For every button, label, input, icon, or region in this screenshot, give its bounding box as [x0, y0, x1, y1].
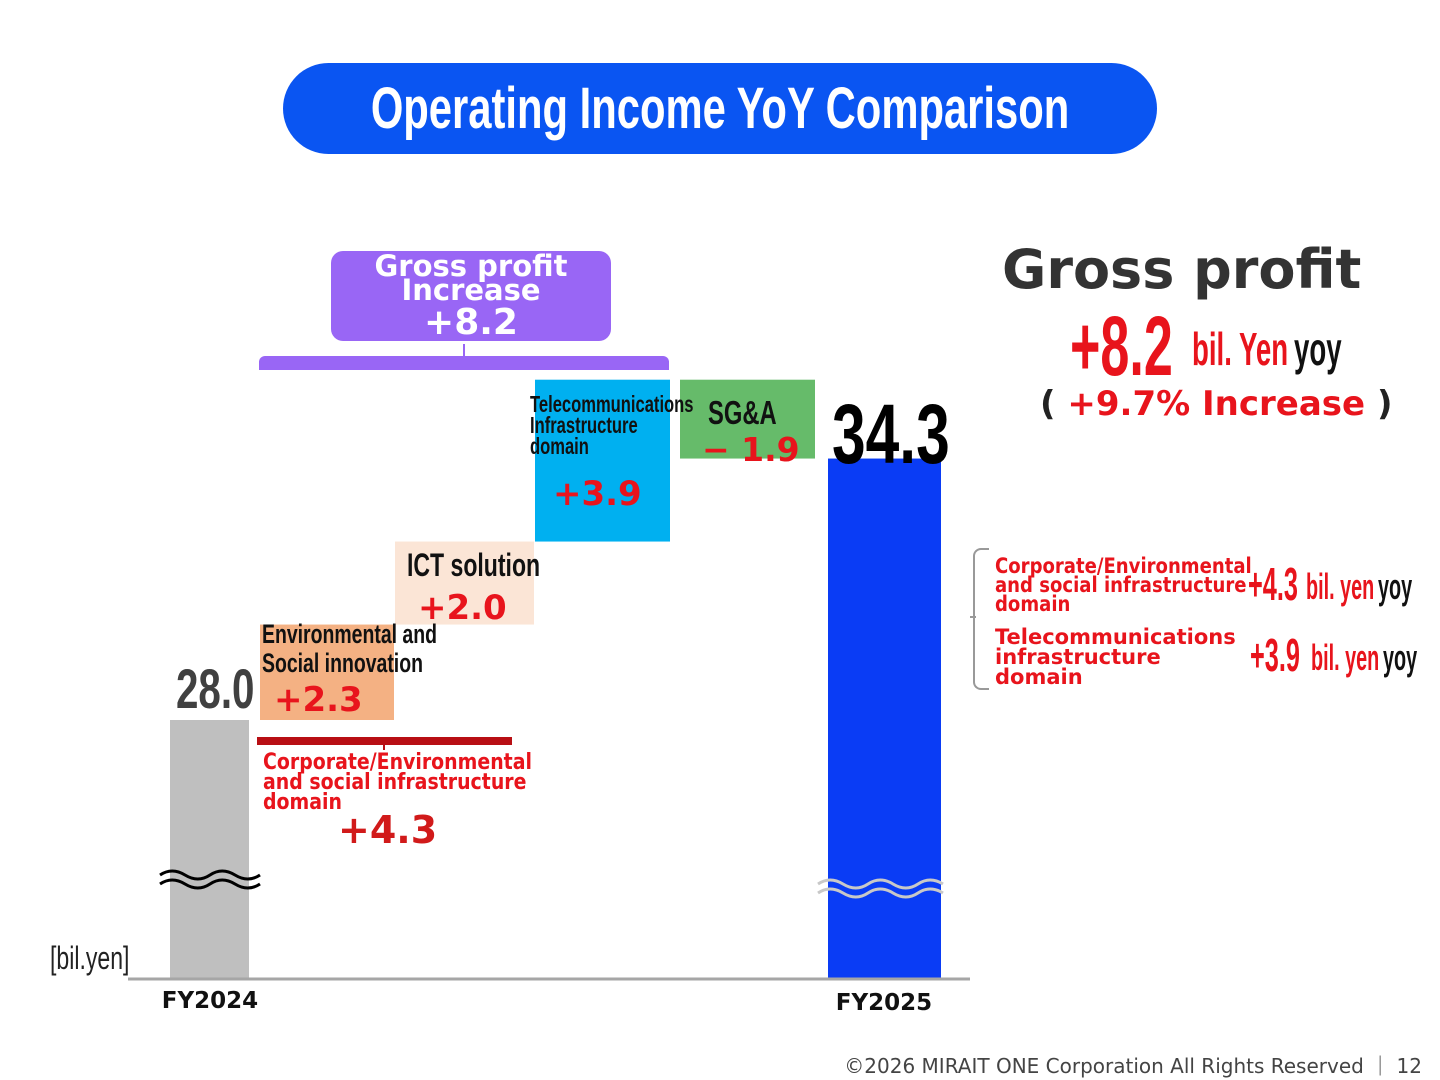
data-label-ict: +2.0	[418, 588, 507, 628]
gross-profit-bracket-tick	[463, 344, 465, 358]
step-label-telecom: Telecommunications Infrastructure domain	[530, 391, 694, 459]
bar-telecom	[535, 379, 670, 542]
gross-profit-bracket	[259, 356, 669, 370]
data-label-fy2025: 34.3	[832, 387, 950, 481]
gross-profit-box-label: Gross profit	[374, 249, 568, 283]
corporate-domain-bracket	[257, 737, 512, 745]
axis-break-left	[159, 869, 261, 890]
step-label-ict: ICT solution	[407, 547, 541, 583]
breakdown-brace-tick	[970, 616, 976, 618]
gross-profit-value: +8.2	[1070, 299, 1173, 393]
data-label-telecom: +3.9	[553, 474, 642, 514]
step-label-env-social: Environmental and Social innovation	[262, 619, 437, 678]
breakdown-telecom-value: +3.9	[1250, 629, 1300, 681]
data-label-sga: − 1.9	[702, 430, 800, 469]
data-label-env-social: +2.3	[274, 680, 363, 720]
axis-break-right	[817, 878, 944, 899]
bar-sga	[680, 379, 815, 459]
data-label-fy2024: 28.0	[176, 657, 255, 720]
gross-profit-unit: bil. Yen	[1192, 323, 1289, 375]
title-banner: Operating Income YoY Comparison	[283, 63, 1157, 154]
bar-env-social	[260, 624, 394, 720]
breakdown-telecom-label: Telecommunications infrastructure domain	[995, 625, 1236, 689]
bar-fy2024	[170, 720, 249, 979]
gross-profit-box-sublabel: Increase	[401, 273, 541, 307]
breakdown-telecom-yoy: yoy	[1383, 637, 1418, 678]
gross-profit-summary: +8.2	[1070, 298, 1236, 395]
gross-profit-heading: Gross profit	[1002, 238, 1362, 301]
breakdown-corporate-label: Corporate/Environmental and social infra…	[995, 554, 1252, 616]
category-label-fy2025: FY2025	[835, 990, 933, 1016]
breakdown-corporate-unit: bil. yen	[1306, 566, 1375, 607]
bar-ict	[395, 541, 534, 625]
breakdown-telecom-unit: bil. yen	[1311, 637, 1380, 678]
gross-profit-increase-box: Gross profit Increase +8.2	[331, 251, 611, 341]
bar-fy2025	[828, 458, 941, 979]
unit-label: [bil.yen]	[50, 940, 130, 976]
footer-copyright: ©2026 MIRAIT ONE Corporation All Rights …	[844, 1054, 1422, 1078]
gross-profit-pct: ( +9.7% Increase )	[1040, 384, 1393, 424]
gross-profit-box-value: +8.2	[424, 302, 518, 343]
corporate-domain-label: Corporate/Environmental and social infra…	[263, 750, 532, 815]
corporate-domain-bracket-tick	[383, 744, 385, 750]
breakdown-corporate-value: +4.3	[1248, 558, 1298, 610]
breakdown-corporate-yoy: yoy	[1378, 566, 1413, 607]
breakdown-brace	[973, 548, 989, 690]
step-label-sga: SG&A	[708, 394, 777, 431]
corporate-domain-value: +4.3	[338, 808, 438, 852]
chart-title: Operating Income YoY Comparison	[370, 76, 1070, 141]
category-label-fy2024: FY2024	[161, 988, 259, 1014]
gross-profit-yoy: yoy	[1294, 323, 1342, 375]
